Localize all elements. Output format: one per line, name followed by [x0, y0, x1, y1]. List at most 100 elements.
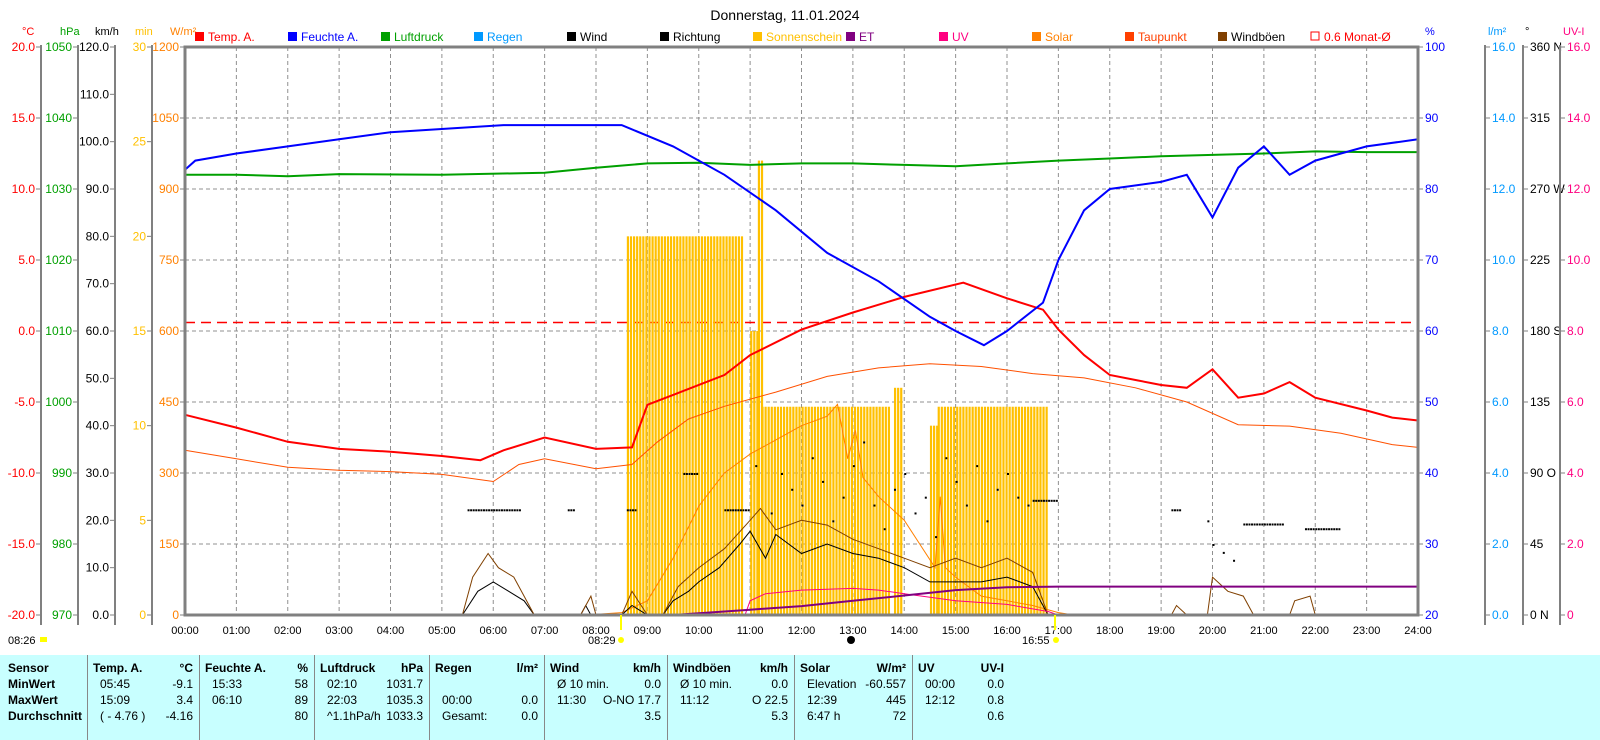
- direction-dot: [739, 509, 742, 512]
- sunshine-bar: [795, 406, 798, 615]
- sunshine-bar: [737, 236, 740, 616]
- axis-tick-label-wind: 50.0: [86, 371, 110, 385]
- table-cell-label: 11:12: [680, 693, 710, 707]
- table-cell-value: 0.0: [644, 677, 661, 691]
- grid: 00:00 01:00 02:00 03:00 04:00 05:00 06:00 07:00…: [171, 47, 1432, 637]
- axis-tick-label-solar: 150: [159, 537, 179, 551]
- table-cell-value: 80: [294, 709, 308, 723]
- sunshine-bar: [929, 425, 933, 615]
- axis-tick-label-wind: 30.0: [86, 466, 110, 480]
- axis-tick-label-humidity: 100: [1425, 40, 1445, 54]
- sunshine-bar: [713, 236, 716, 616]
- direction-dot: [1335, 528, 1338, 531]
- axis-tick-label-uv: 4.0: [1567, 466, 1584, 480]
- sunshine-bar: [996, 406, 999, 615]
- direction-dot: [924, 496, 927, 499]
- direction-dot: [986, 520, 989, 523]
- x-tick-label: 12:00: [788, 625, 816, 637]
- table-cell-label: MinWert: [8, 677, 56, 691]
- table-cell-value: O-NO 17.7: [602, 693, 661, 707]
- axis-tick-label-uv: 14.0: [1567, 111, 1591, 125]
- table-cell-value: 0.8: [987, 693, 1004, 707]
- direction-dot: [737, 509, 740, 512]
- x-tick-label: 11:00: [737, 625, 764, 637]
- sunshine-bar: [657, 236, 660, 616]
- axis-tick-label-temp: -15.0: [8, 537, 36, 551]
- sunshine-bar: [663, 236, 667, 616]
- sunshine-bar: [725, 236, 728, 616]
- table-unit: °C: [179, 661, 193, 675]
- direction-dot: [1333, 528, 1336, 531]
- table-cell-label: 15:09: [100, 693, 131, 707]
- table-header: Temp. A.: [93, 661, 143, 675]
- direction-dot: [691, 473, 694, 475]
- sunshine-bar: [654, 236, 657, 616]
- table-cell-label: Gesamt:: [442, 709, 488, 723]
- axis-unit-wind: km/h: [95, 26, 119, 38]
- sunshine-bar: [816, 406, 820, 615]
- axis-tick-label-wind: 40.0: [86, 419, 110, 433]
- axis-tick-label-solar: 600: [159, 324, 179, 338]
- direction-dot: [842, 496, 845, 499]
- sunshine-bar: [943, 406, 947, 615]
- sunshine-bar: [679, 236, 682, 616]
- direction-dot: [1050, 499, 1053, 502]
- axis-tick-label-solar: 1050: [152, 111, 179, 125]
- table-cell-label: 06:10: [212, 693, 243, 707]
- direction-dot: [485, 509, 488, 512]
- sunshine-bar: [936, 425, 939, 615]
- sunshine-bar: [807, 406, 810, 615]
- sunshine-bar: [629, 236, 633, 616]
- moon-phase-icon: [847, 636, 855, 644]
- direction-dot: [1274, 523, 1277, 526]
- legend-label: Feuchte A.: [301, 30, 358, 44]
- table-cell-label: Durchschnitt: [8, 709, 83, 723]
- axis-unit-solar: W/m²: [170, 26, 197, 38]
- x-tick-label: 19:00: [1147, 625, 1175, 637]
- direction-dot: [1053, 499, 1056, 502]
- sunshine-bar: [722, 236, 725, 616]
- x-tick-label: 23:00: [1353, 625, 1381, 637]
- direction-dot: [480, 509, 483, 512]
- series-solar: [585, 403, 1074, 616]
- sunshine-bar: [1017, 406, 1020, 615]
- sunshine-bar: [626, 236, 630, 616]
- direction-dot: [976, 465, 979, 468]
- legend-swatch: [474, 32, 483, 41]
- direction-dot: [873, 504, 876, 507]
- table-cell-label: 12:12: [925, 693, 956, 707]
- sunshine-bar: [993, 406, 996, 615]
- x-tick-label: 09:00: [634, 625, 662, 637]
- x-tick-label: 03:00: [325, 625, 353, 637]
- direction-dot: [1325, 528, 1328, 531]
- sunshine-bar: [691, 236, 694, 616]
- direction-dot: [811, 457, 814, 460]
- axis-tick-label-wind: 80.0: [86, 229, 110, 243]
- axis-tick-label-sunshine: 25: [133, 135, 147, 149]
- table-cell-label: ^1.1hPa/h: [327, 709, 381, 723]
- table-cell-value: 89: [294, 693, 308, 707]
- legend-swatch: [753, 32, 762, 41]
- axis-tick-label-pressure: 1030: [45, 182, 72, 196]
- direction-dot: [1035, 499, 1038, 502]
- axis-tick-label-temp: -20.0: [8, 608, 36, 622]
- sunshine-bar: [700, 236, 704, 616]
- axis-unit-sunshine: min: [135, 26, 153, 38]
- table-cell-label: 22:03: [327, 693, 358, 707]
- table-column: Feuchte A.% 15:33 58 06:10 89 80: [200, 655, 315, 740]
- table-cell-value: 445: [885, 693, 906, 707]
- legend-swatch: [1125, 32, 1134, 41]
- direction-dot: [572, 509, 575, 512]
- table-column: Temp. A. °C 05:45 -9.1 15:09 3.4 ( - 4.76 ) -4.…: [88, 655, 200, 740]
- axis-tick-label-pressure: 980: [52, 537, 72, 551]
- sunshine-bar: [1002, 406, 1005, 615]
- sunshine-bar: [776, 406, 780, 615]
- table-header: Luftdruck: [320, 661, 376, 675]
- table-header: Regen: [435, 661, 472, 675]
- sunshine-bar: [1033, 406, 1036, 615]
- axis-tick-label-wind: 90.0: [86, 182, 110, 196]
- table-cell-label: Elevation: [807, 677, 857, 691]
- x-tick-label: 18:00: [1096, 625, 1124, 637]
- direction-dot: [467, 509, 470, 512]
- x-tick-label: 04:00: [377, 625, 405, 637]
